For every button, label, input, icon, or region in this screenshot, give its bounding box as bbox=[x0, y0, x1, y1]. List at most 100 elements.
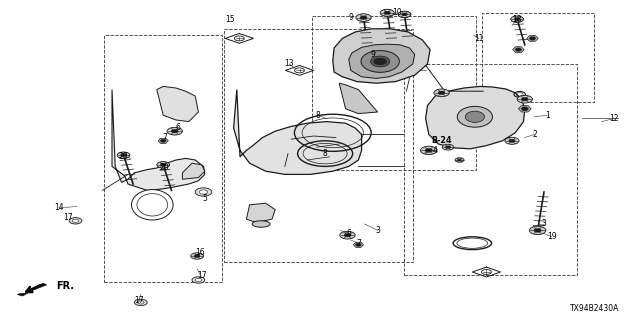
Text: 17: 17 bbox=[134, 296, 144, 305]
Circle shape bbox=[138, 301, 144, 304]
Circle shape bbox=[509, 139, 515, 142]
Circle shape bbox=[374, 58, 387, 65]
Circle shape bbox=[511, 16, 523, 22]
Polygon shape bbox=[353, 242, 364, 247]
Circle shape bbox=[438, 91, 445, 94]
Bar bbox=[312, 16, 476, 170]
Circle shape bbox=[434, 89, 449, 97]
Circle shape bbox=[195, 188, 212, 196]
Circle shape bbox=[442, 144, 454, 150]
Polygon shape bbox=[339, 83, 378, 114]
Circle shape bbox=[72, 219, 79, 222]
Text: 10: 10 bbox=[392, 8, 402, 17]
Circle shape bbox=[117, 152, 130, 158]
Circle shape bbox=[157, 162, 169, 168]
Text: 6: 6 bbox=[346, 229, 351, 238]
Ellipse shape bbox=[457, 106, 493, 127]
Polygon shape bbox=[513, 47, 524, 52]
Ellipse shape bbox=[361, 51, 399, 72]
Circle shape bbox=[505, 137, 519, 144]
Circle shape bbox=[534, 228, 541, 232]
Polygon shape bbox=[157, 86, 198, 122]
Circle shape bbox=[167, 127, 182, 135]
Polygon shape bbox=[160, 139, 166, 142]
Polygon shape bbox=[333, 29, 430, 83]
Circle shape bbox=[120, 154, 127, 156]
Circle shape bbox=[134, 299, 147, 306]
Text: 6: 6 bbox=[175, 124, 180, 132]
Text: 2: 2 bbox=[532, 130, 537, 139]
Polygon shape bbox=[158, 138, 168, 143]
Text: 14: 14 bbox=[54, 204, 64, 212]
Text: 9: 9 bbox=[348, 13, 353, 22]
Circle shape bbox=[200, 190, 207, 194]
Polygon shape bbox=[518, 106, 531, 112]
Text: 12: 12 bbox=[610, 114, 619, 123]
Polygon shape bbox=[521, 107, 529, 111]
Text: 3: 3 bbox=[541, 220, 547, 228]
Circle shape bbox=[118, 152, 129, 158]
Text: 8: 8 bbox=[316, 111, 321, 120]
Bar bbox=[104, 35, 222, 282]
Circle shape bbox=[195, 255, 200, 257]
Text: 13: 13 bbox=[284, 60, 294, 68]
Text: 4: 4 bbox=[433, 146, 438, 155]
Text: 20: 20 bbox=[159, 164, 170, 172]
Circle shape bbox=[455, 158, 464, 162]
Polygon shape bbox=[182, 163, 205, 179]
Text: 7: 7 bbox=[163, 133, 168, 142]
Text: 3: 3 bbox=[375, 226, 380, 235]
Polygon shape bbox=[527, 36, 538, 41]
Text: 16: 16 bbox=[195, 248, 205, 257]
Text: 19: 19 bbox=[547, 232, 557, 241]
Polygon shape bbox=[112, 90, 205, 190]
Text: 17: 17 bbox=[196, 271, 207, 280]
Text: 20: 20 bbox=[118, 152, 129, 161]
Bar bbox=[404, 64, 577, 275]
Circle shape bbox=[357, 14, 370, 21]
Circle shape bbox=[191, 253, 204, 259]
Circle shape bbox=[445, 146, 451, 148]
Polygon shape bbox=[515, 48, 522, 51]
Polygon shape bbox=[17, 283, 47, 296]
Circle shape bbox=[425, 148, 433, 152]
Circle shape bbox=[381, 10, 394, 16]
Circle shape bbox=[340, 231, 355, 239]
Ellipse shape bbox=[252, 221, 270, 227]
Circle shape bbox=[522, 98, 528, 101]
Circle shape bbox=[398, 11, 411, 18]
Polygon shape bbox=[349, 44, 415, 78]
Text: 15: 15 bbox=[225, 15, 236, 24]
Circle shape bbox=[172, 130, 178, 133]
Polygon shape bbox=[355, 243, 362, 246]
Text: B-24: B-24 bbox=[431, 136, 452, 145]
Circle shape bbox=[195, 278, 202, 282]
Text: 5: 5 bbox=[202, 194, 207, 203]
Polygon shape bbox=[246, 203, 275, 222]
Circle shape bbox=[402, 13, 408, 16]
Circle shape bbox=[69, 218, 82, 224]
Circle shape bbox=[398, 11, 411, 18]
Text: 8: 8 bbox=[323, 149, 328, 158]
Circle shape bbox=[356, 14, 371, 21]
Polygon shape bbox=[234, 90, 362, 174]
Circle shape bbox=[344, 234, 351, 237]
Text: TX94B2430A: TX94B2430A bbox=[570, 304, 620, 313]
Text: 1: 1 bbox=[545, 111, 550, 120]
Text: 7: 7 bbox=[356, 239, 361, 248]
Circle shape bbox=[360, 16, 367, 19]
Circle shape bbox=[157, 162, 170, 168]
Bar bbox=[224, 29, 413, 262]
Circle shape bbox=[517, 95, 532, 103]
Polygon shape bbox=[426, 86, 525, 149]
Text: 17: 17 bbox=[63, 213, 74, 222]
Polygon shape bbox=[529, 37, 536, 40]
Text: 18: 18 bbox=[513, 15, 522, 24]
Text: FR.: FR. bbox=[56, 281, 74, 292]
Text: 11: 11 bbox=[474, 34, 483, 43]
Circle shape bbox=[380, 9, 394, 16]
Circle shape bbox=[420, 146, 437, 155]
Circle shape bbox=[515, 18, 520, 21]
Circle shape bbox=[384, 11, 390, 14]
Ellipse shape bbox=[465, 111, 484, 122]
